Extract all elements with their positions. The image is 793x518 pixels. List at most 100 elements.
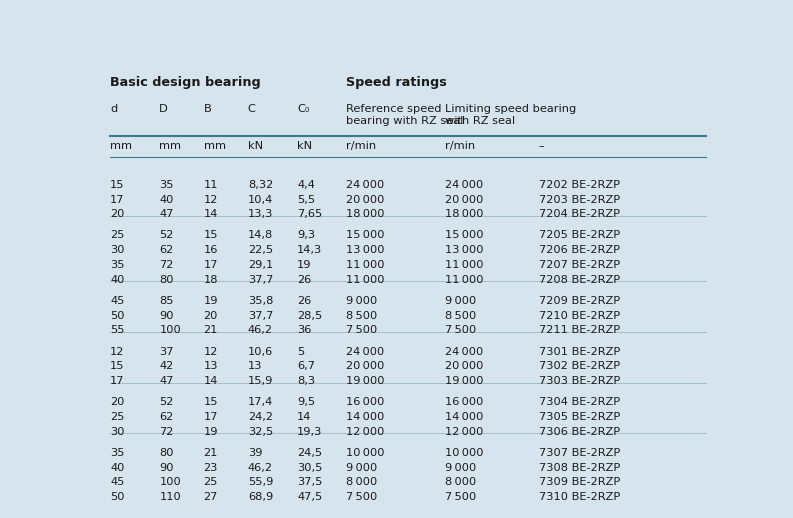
Text: 42: 42 [159, 362, 174, 371]
Text: 15: 15 [204, 397, 218, 407]
Text: 10 000: 10 000 [347, 448, 385, 458]
Text: 24,5: 24,5 [297, 448, 322, 458]
Text: mm: mm [110, 141, 132, 151]
Text: kN: kN [297, 141, 312, 151]
Text: 24,2: 24,2 [248, 412, 273, 422]
Text: 7301 BE-2RZP: 7301 BE-2RZP [538, 347, 620, 356]
Text: 7211 BE-2RZP: 7211 BE-2RZP [538, 325, 619, 336]
Text: r/min: r/min [445, 141, 475, 151]
Text: 8 500: 8 500 [347, 311, 377, 321]
Text: 39: 39 [248, 448, 262, 458]
Text: 40: 40 [110, 463, 125, 472]
Text: 52: 52 [159, 231, 174, 240]
Text: 37: 37 [159, 347, 174, 356]
Text: 7 500: 7 500 [445, 492, 476, 502]
Text: 16 000: 16 000 [347, 397, 385, 407]
Text: 29,1: 29,1 [248, 260, 273, 270]
Text: 14: 14 [204, 209, 218, 219]
Text: 45: 45 [110, 478, 125, 487]
Text: 7309 BE-2RZP: 7309 BE-2RZP [538, 478, 620, 487]
Text: 25: 25 [110, 412, 125, 422]
Text: C: C [248, 104, 255, 114]
Text: 5: 5 [297, 347, 305, 356]
Text: 15: 15 [110, 362, 125, 371]
Text: 10,6: 10,6 [248, 347, 273, 356]
Text: 19: 19 [204, 427, 218, 437]
Text: 8,3: 8,3 [297, 376, 315, 386]
Text: 8,32: 8,32 [248, 180, 273, 190]
Text: 47,5: 47,5 [297, 492, 322, 502]
Text: 90: 90 [159, 311, 174, 321]
Text: 7305 BE-2RZP: 7305 BE-2RZP [538, 412, 620, 422]
Text: 12: 12 [204, 195, 218, 205]
Text: kN: kN [248, 141, 263, 151]
Text: 45: 45 [110, 296, 125, 306]
Text: 17: 17 [110, 195, 125, 205]
Text: mm: mm [204, 141, 225, 151]
Text: 7207 BE-2RZP: 7207 BE-2RZP [538, 260, 619, 270]
Text: 7210 BE-2RZP: 7210 BE-2RZP [538, 311, 619, 321]
Text: 14: 14 [204, 376, 218, 386]
Text: 25: 25 [110, 231, 125, 240]
Text: 17,4: 17,4 [248, 397, 273, 407]
Text: 19 000: 19 000 [445, 376, 483, 386]
Text: 16 000: 16 000 [445, 397, 483, 407]
Text: 4,4: 4,4 [297, 180, 315, 190]
Text: 35: 35 [159, 180, 174, 190]
Text: 9,5: 9,5 [297, 397, 315, 407]
Text: 13 000: 13 000 [445, 245, 483, 255]
Text: 37,7: 37,7 [248, 311, 274, 321]
Text: mm: mm [159, 141, 182, 151]
Text: 35: 35 [110, 448, 125, 458]
Text: 20: 20 [204, 311, 218, 321]
Text: 8 000: 8 000 [445, 478, 476, 487]
Text: 36: 36 [297, 325, 312, 336]
Text: 9 000: 9 000 [445, 296, 476, 306]
Text: 19: 19 [297, 260, 312, 270]
Text: 14 000: 14 000 [347, 412, 385, 422]
Text: 15: 15 [110, 180, 125, 190]
Text: 7302 BE-2RZP: 7302 BE-2RZP [538, 362, 619, 371]
Text: 12: 12 [204, 347, 218, 356]
Text: 80: 80 [159, 448, 174, 458]
Text: 12 000: 12 000 [347, 427, 385, 437]
Text: 17: 17 [110, 376, 125, 386]
Text: 10,4: 10,4 [248, 195, 273, 205]
Text: 14,3: 14,3 [297, 245, 322, 255]
Text: 62: 62 [159, 412, 174, 422]
Text: 40: 40 [159, 195, 174, 205]
Text: 19,3: 19,3 [297, 427, 323, 437]
Text: 10 000: 10 000 [445, 448, 483, 458]
Text: 7206 BE-2RZP: 7206 BE-2RZP [538, 245, 619, 255]
Text: 18 000: 18 000 [445, 209, 483, 219]
Text: 110: 110 [159, 492, 181, 502]
Text: 18 000: 18 000 [347, 209, 385, 219]
Text: 7308 BE-2RZP: 7308 BE-2RZP [538, 463, 620, 472]
Text: 9 000: 9 000 [347, 463, 377, 472]
Text: 30,5: 30,5 [297, 463, 323, 472]
Text: 25: 25 [204, 478, 218, 487]
Text: 72: 72 [159, 260, 174, 270]
Text: 37,7: 37,7 [248, 275, 274, 285]
Text: D: D [159, 104, 168, 114]
Text: 7202 BE-2RZP: 7202 BE-2RZP [538, 180, 619, 190]
Text: 20: 20 [110, 397, 125, 407]
Text: 20 000: 20 000 [445, 362, 483, 371]
Text: 20: 20 [110, 209, 125, 219]
Text: 21: 21 [204, 448, 218, 458]
Text: 8 000: 8 000 [347, 478, 377, 487]
Text: 35: 35 [110, 260, 125, 270]
Text: 40: 40 [110, 275, 125, 285]
Text: 17: 17 [204, 260, 218, 270]
Text: 46,2: 46,2 [248, 325, 273, 336]
Text: 30: 30 [110, 245, 125, 255]
Text: 24 000: 24 000 [347, 347, 385, 356]
Text: 100: 100 [159, 325, 181, 336]
Text: d: d [110, 104, 117, 114]
Text: 7209 BE-2RZP: 7209 BE-2RZP [538, 296, 619, 306]
Text: 7 500: 7 500 [347, 492, 377, 502]
Text: 7303 BE-2RZP: 7303 BE-2RZP [538, 376, 620, 386]
Text: 7203 BE-2RZP: 7203 BE-2RZP [538, 195, 619, 205]
Text: Reference speed
bearing with RZ seal: Reference speed bearing with RZ seal [347, 104, 464, 126]
Text: 20 000: 20 000 [347, 195, 385, 205]
